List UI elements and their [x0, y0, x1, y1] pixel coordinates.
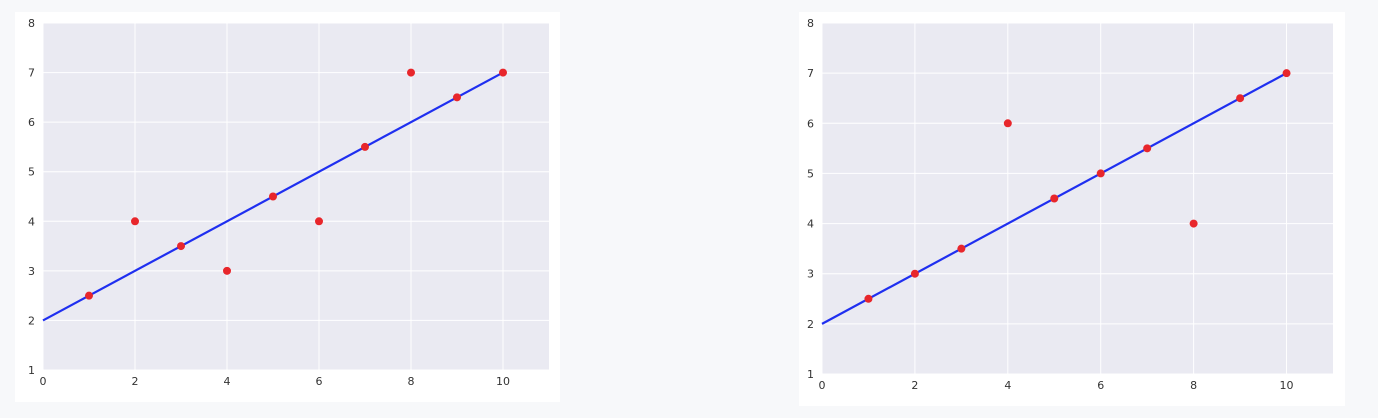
chart-right-data-point — [1236, 94, 1245, 103]
chart-right-xtick-label: 10 — [1280, 379, 1294, 392]
chart-left-ytick-label: 8 — [28, 17, 35, 30]
chart-right-data-point — [910, 269, 919, 278]
chart-left-xtick-label: 6 — [316, 375, 323, 388]
chart-left-xtick-label: 0 — [40, 375, 47, 388]
chart-right-ytick-label: 3 — [807, 268, 814, 281]
chart-left-data-point — [131, 217, 139, 226]
chart-right-xtick-label: 2 — [911, 379, 918, 392]
chart-left-ytick-label: 5 — [28, 166, 35, 179]
chart-right-ytick-label: 2 — [807, 318, 814, 331]
chart-left-data-point — [85, 291, 93, 300]
chart-left-xtick-label: 10 — [496, 375, 510, 388]
chart-left-data-point — [499, 68, 507, 77]
chart-left-data-point — [177, 242, 185, 251]
chart-right-ytick-label: 8 — [807, 17, 814, 30]
chart-right-data-point — [1282, 69, 1291, 78]
chart-right-plot-area — [822, 23, 1333, 374]
chart-left-data-point — [315, 217, 323, 226]
chart-left-data-point — [223, 266, 231, 275]
chart-left-ytick-label: 6 — [28, 116, 35, 129]
chart-right-data-point — [864, 294, 873, 303]
chart-right-xtick-label: 0 — [819, 379, 826, 392]
chart-left-xtick-label: 4 — [224, 375, 231, 388]
chart-left-xtick-label: 2 — [132, 375, 139, 388]
chart-left: 0 2 4 6 8 10 1 2 3 4 5 6 7 8 — [15, 12, 560, 402]
chart-right-data-point — [1096, 169, 1105, 178]
chart-right-data-point — [1143, 144, 1152, 153]
chart-right-ytick-label: 4 — [807, 218, 814, 231]
chart-right-data-point — [1189, 219, 1198, 228]
chart-left-data-point — [453, 93, 461, 102]
chart-left-plot-area — [43, 23, 549, 370]
chart-right-data-point — [957, 244, 966, 253]
chart-right-data-point — [1050, 194, 1059, 203]
chart-right-xtick-label: 6 — [1097, 379, 1104, 392]
chart-left-xtick-label: 8 — [408, 375, 415, 388]
chart-right-xtick-label: 8 — [1190, 379, 1197, 392]
chart-left-ytick-label: 2 — [28, 314, 35, 327]
chart-left-ytick-label: 7 — [28, 67, 35, 80]
chart-left-data-point — [269, 192, 277, 201]
chart-left-data-point — [361, 142, 369, 151]
chart-right-ytick-label: 6 — [807, 117, 814, 130]
chart-left-ytick-label: 1 — [28, 364, 35, 377]
chart-left-ytick-label: 4 — [28, 215, 35, 228]
chart-right-data-point — [1003, 119, 1012, 128]
chart-right-xtick-label: 4 — [1004, 379, 1011, 392]
chart-right-ytick-label: 5 — [807, 167, 814, 180]
chart-right-ytick-label: 1 — [807, 368, 814, 381]
chart-right-ytick-label: 7 — [807, 67, 814, 80]
chart-left-ytick-label: 3 — [28, 265, 35, 278]
chart-right: 0 2 4 6 8 10 1 2 3 4 5 6 7 8 — [799, 12, 1345, 406]
chart-left-data-point — [407, 68, 415, 77]
